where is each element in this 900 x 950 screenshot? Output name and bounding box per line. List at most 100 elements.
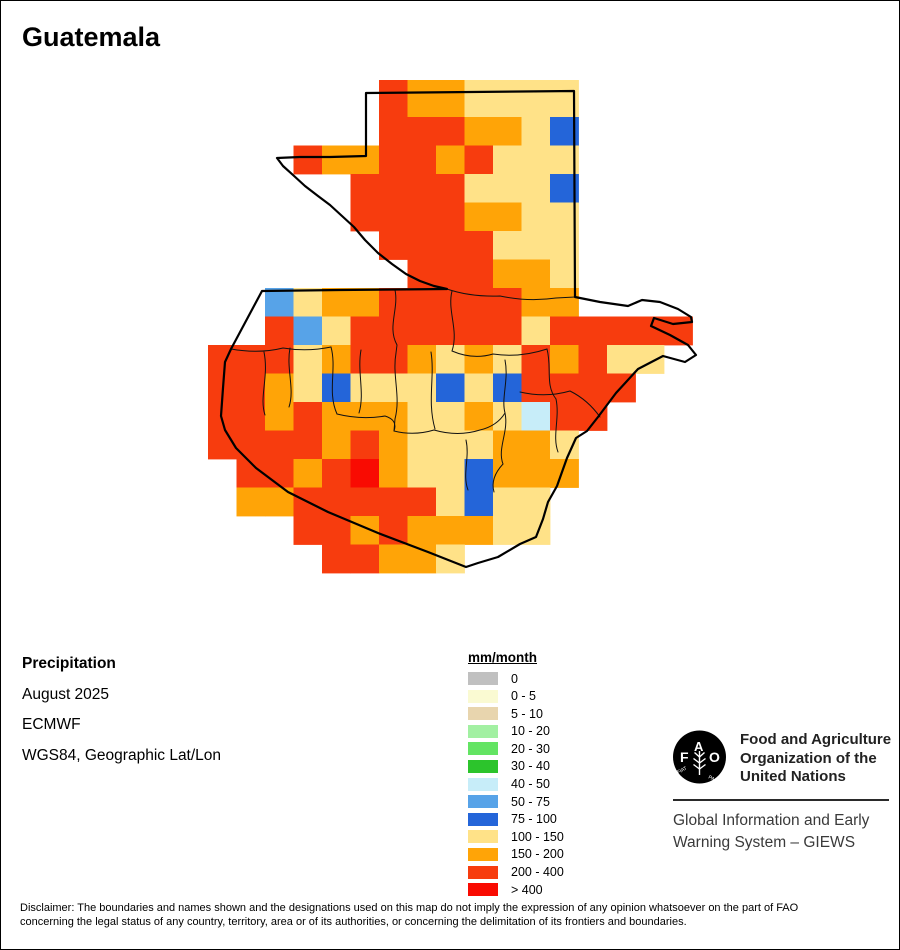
- fao-letter-a: A: [694, 739, 704, 754]
- precip-cell: [436, 117, 465, 146]
- precip-cell: [350, 345, 380, 374]
- legend-label: 150 - 200: [511, 847, 564, 862]
- disclaimer-line2: concerning the legal status of any count…: [20, 916, 687, 928]
- legend-label: 20 - 30: [511, 741, 550, 756]
- legend-swatch: [468, 847, 498, 861]
- precip-cell: [407, 80, 437, 118]
- precip-cell: [436, 402, 465, 431]
- legend-swatch: [468, 777, 498, 791]
- precip-cell: [436, 174, 465, 203]
- fao-org-line3: United Nations: [740, 768, 846, 785]
- guatemala-border: [219, 89, 698, 569]
- fao-logo-icon: F A O FIAT PANIS: [673, 730, 726, 787]
- precip-cell: [379, 202, 408, 232]
- precip-cell: [493, 516, 522, 545]
- precip-cell: [322, 544, 351, 574]
- legend: mm/month 0 0 - 5 5 - 10 10 - 20 20 - 30 30 - …: [468, 650, 564, 901]
- legend-label: 40 - 50: [511, 777, 550, 792]
- precip-cell: [493, 202, 522, 232]
- precip-cell: [464, 459, 494, 488]
- legend-entry: 5 - 10: [468, 707, 564, 721]
- precip-cell: [550, 345, 579, 374]
- precip-cell: [521, 373, 551, 403]
- precip-cell: [436, 487, 465, 517]
- precip-cell: [607, 316, 636, 346]
- precip-cell: [293, 516, 323, 545]
- legend-entry: 150 - 200: [468, 847, 564, 862]
- info-projection: WGS84, Geographic Lat/Lon: [22, 746, 222, 764]
- fao-org-line2: Organization of the: [740, 749, 877, 767]
- precip-cell: [464, 345, 494, 374]
- precip-cell: [464, 174, 494, 203]
- precip-cell: [493, 430, 522, 460]
- precip-cell: [322, 459, 351, 488]
- legend-label: 50 - 75: [511, 794, 550, 809]
- fao-letter-o: O: [709, 749, 720, 765]
- precip-cell: [322, 145, 351, 175]
- legend-swatch: [468, 795, 498, 809]
- legend-entry: > 400: [468, 883, 564, 897]
- precip-cell: [436, 80, 465, 118]
- precip-cell: [350, 487, 380, 517]
- precip-cell: [265, 316, 294, 346]
- precip-cell: [521, 402, 551, 431]
- precip-cell: [521, 430, 551, 460]
- precip-cell: [265, 459, 294, 488]
- precip-cell: [521, 117, 551, 146]
- precip-cell: [464, 145, 494, 175]
- precip-cell: [322, 345, 351, 374]
- precip-cell: [436, 373, 465, 403]
- precip-cell: [464, 430, 494, 460]
- precip-cell: [493, 316, 522, 346]
- precip-cell: [379, 487, 408, 517]
- precip-cell: [521, 231, 551, 260]
- precip-cell: [379, 516, 408, 545]
- precip-cell: [493, 487, 522, 517]
- precip-cell: [578, 402, 608, 431]
- precip-cell: [322, 516, 351, 545]
- precip-cell: [493, 402, 522, 431]
- precip-cell: [236, 373, 266, 403]
- precip-cell: [350, 459, 380, 488]
- legend-swatch: [468, 883, 498, 897]
- fao-divider: [673, 799, 889, 801]
- precip-cell: [407, 259, 437, 289]
- precip-cell: [379, 117, 408, 146]
- legend-swatch: [468, 865, 498, 879]
- precip-cell: [464, 202, 494, 232]
- precip-cell: [293, 373, 323, 403]
- precip-cell: [436, 231, 465, 260]
- precip-cell: [521, 202, 551, 232]
- precip-cell: [322, 288, 351, 317]
- precip-cell: [436, 544, 465, 574]
- disclaimer: Disclaimer: The boundaries and names sho…: [20, 901, 798, 929]
- legend-swatch: [468, 707, 498, 721]
- precip-cell: [350, 402, 380, 431]
- legend-entry: 0: [468, 671, 564, 686]
- legend-label: 0: [511, 671, 518, 686]
- fao-letter-f: F: [680, 749, 689, 765]
- precip-cell: [379, 288, 408, 317]
- legend-swatch: [468, 812, 498, 826]
- department-boundaries: [230, 288, 601, 493]
- precip-cell: [664, 316, 693, 346]
- precip-cell: [236, 487, 266, 517]
- precip-cell: [293, 430, 323, 460]
- legend-entry: 20 - 30: [468, 741, 564, 756]
- precip-cell: [379, 459, 408, 488]
- precip-cell: [407, 316, 437, 346]
- precip-cell: [322, 316, 351, 346]
- legend-entry: 40 - 50: [468, 777, 564, 792]
- precip-cell: [350, 202, 380, 232]
- info-source: ECMWF: [22, 716, 81, 733]
- precip-cell: [436, 430, 465, 460]
- precip-cell: [322, 373, 351, 403]
- precip-cell: [436, 145, 465, 175]
- precip-cell: [521, 145, 551, 175]
- legend-swatch: [468, 672, 498, 685]
- precip-cell: [379, 345, 408, 374]
- precip-cell: [436, 516, 465, 545]
- precip-cell: [322, 430, 351, 460]
- precip-cell: [350, 373, 380, 403]
